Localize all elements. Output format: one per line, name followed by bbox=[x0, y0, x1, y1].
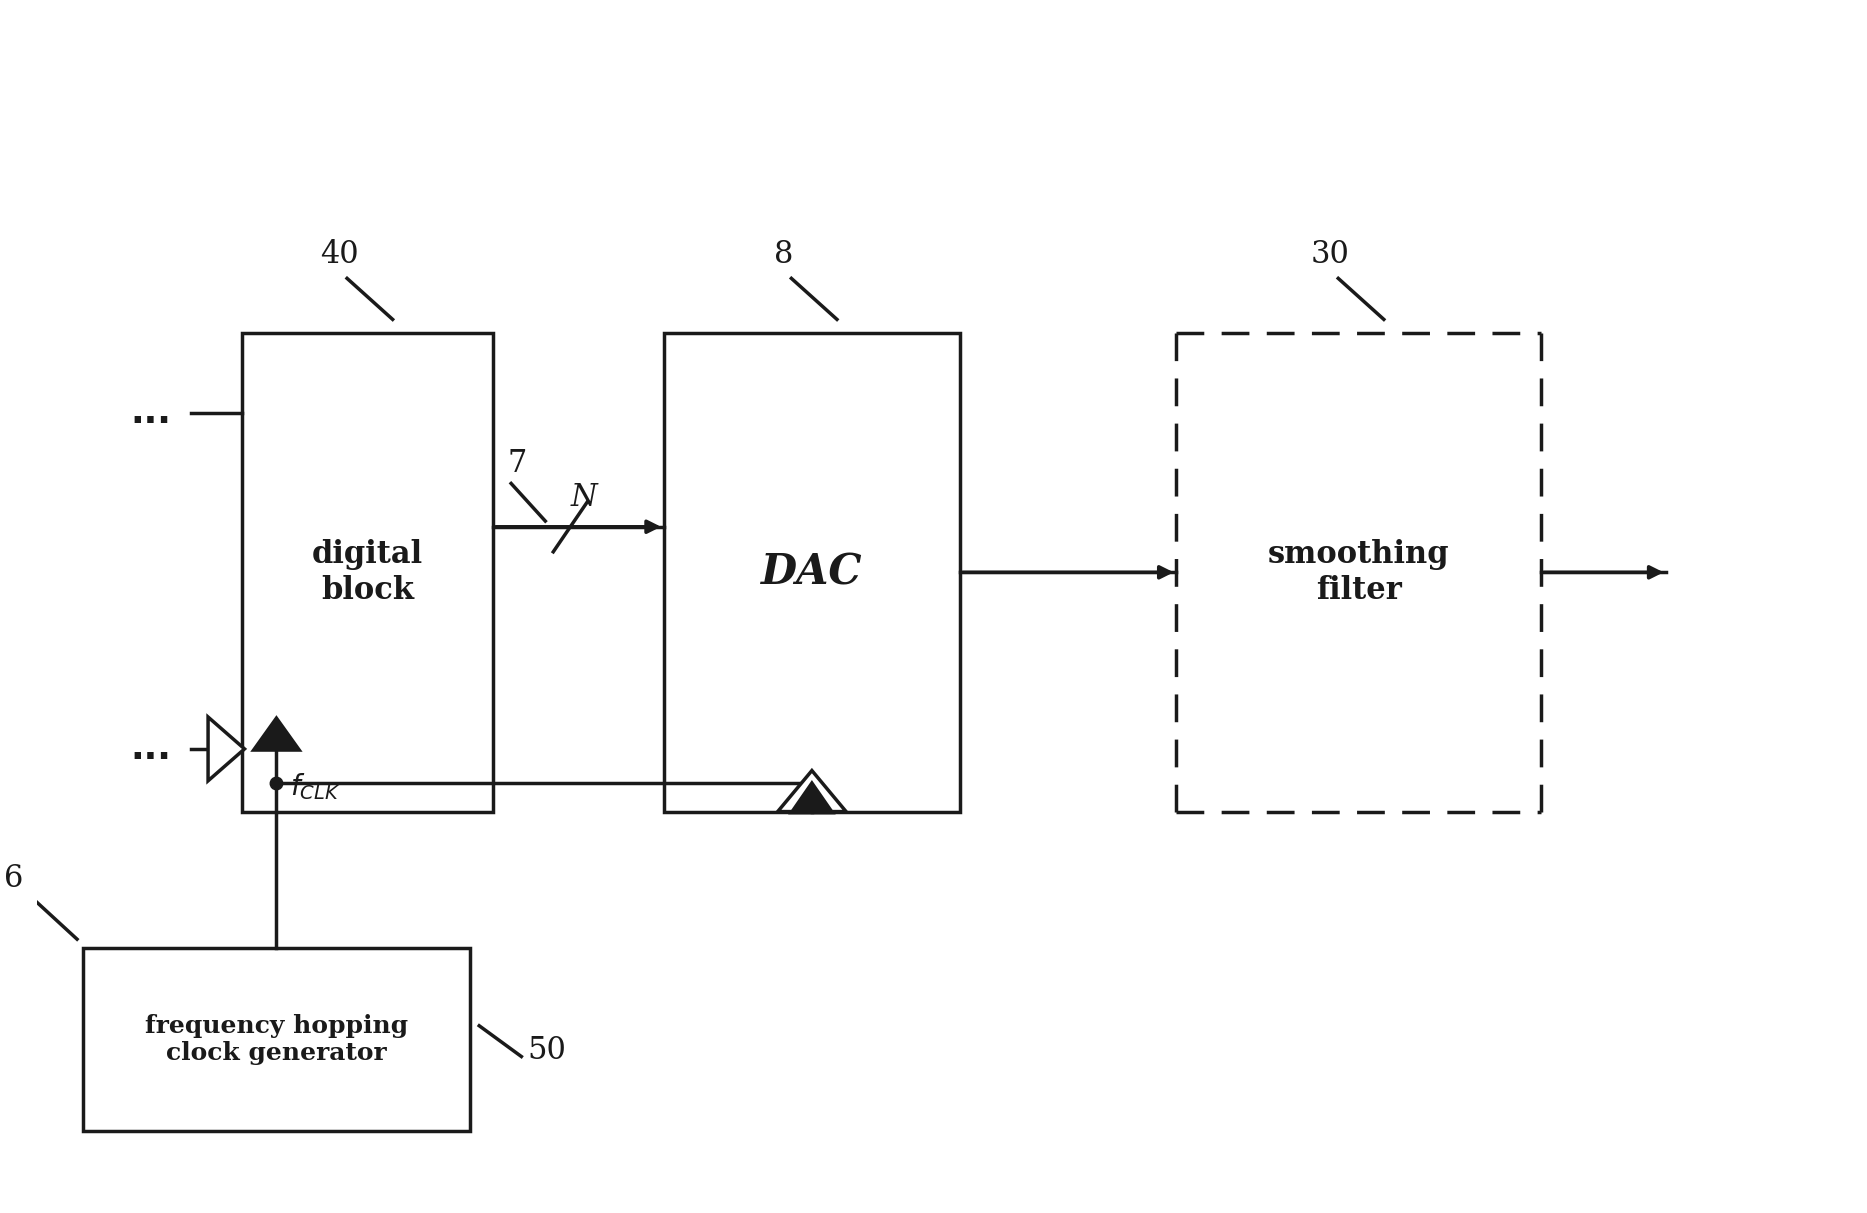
Text: DAC: DAC bbox=[762, 552, 863, 593]
Polygon shape bbox=[792, 784, 833, 813]
Bar bbox=[243, 334, 493, 811]
Text: 6: 6 bbox=[4, 862, 24, 894]
Bar bbox=[82, 949, 470, 1131]
Text: $f_{CLK}$: $f_{CLK}$ bbox=[289, 771, 340, 803]
Text: 30: 30 bbox=[1311, 239, 1350, 270]
Text: 8: 8 bbox=[773, 239, 793, 270]
Text: ...: ... bbox=[131, 395, 172, 429]
Text: 40: 40 bbox=[319, 239, 358, 270]
Polygon shape bbox=[254, 718, 299, 750]
Polygon shape bbox=[207, 717, 245, 781]
Text: smoothing
filter: smoothing filter bbox=[1268, 539, 1449, 605]
Text: 50: 50 bbox=[526, 1036, 566, 1066]
Text: N: N bbox=[571, 482, 597, 513]
Text: digital
block: digital block bbox=[312, 539, 424, 605]
Text: ...: ... bbox=[131, 731, 172, 765]
Text: 7: 7 bbox=[508, 448, 526, 479]
Text: frequency hopping
clock generator: frequency hopping clock generator bbox=[146, 1014, 409, 1065]
Polygon shape bbox=[779, 770, 846, 811]
Bar bbox=[665, 334, 960, 811]
